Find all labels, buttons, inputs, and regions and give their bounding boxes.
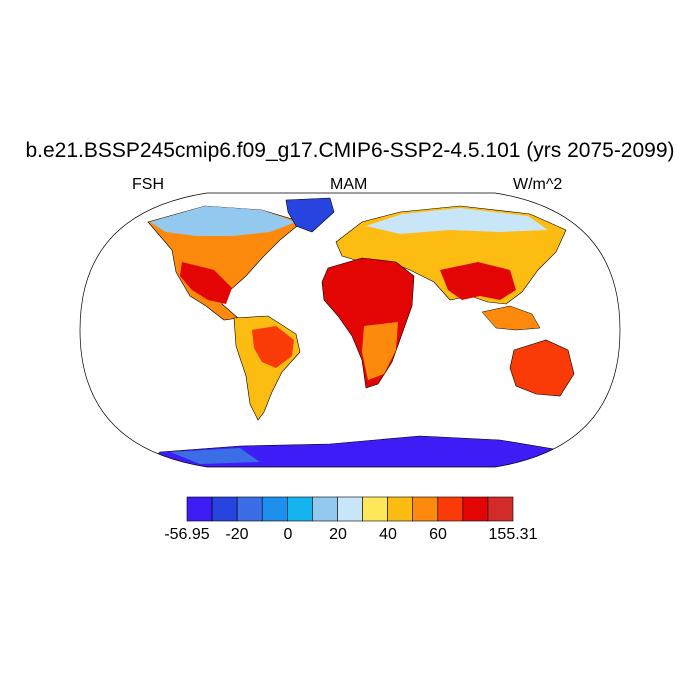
colorbar-tick-label: 0 [283, 526, 293, 543]
colorbar-swatch [236, 496, 263, 522]
plot-title: b.e21.BSSP245cmip6.f09_g17.CMIP6-SSP2-4.… [25, 139, 675, 162]
colorbar-swatch [287, 496, 313, 522]
north-america-hot [180, 262, 232, 304]
indonesia [481, 305, 541, 331]
colorbar-tick-label: 40 [379, 526, 397, 543]
south-asia-hot [440, 262, 516, 300]
colorbar-tick-label: 20 [329, 526, 347, 543]
greenland [285, 197, 335, 233]
colorbar-tick-label: -20 [225, 526, 249, 543]
colorbar-swatch [337, 496, 363, 522]
variable-label: FSH [132, 176, 164, 193]
colorbar-tick-label: 60 [429, 526, 447, 543]
australia [509, 339, 575, 397]
south-america-hot [252, 326, 294, 368]
north-america-cold [150, 206, 296, 236]
eurasia-cold [366, 208, 548, 234]
antarctica-coast [170, 448, 260, 464]
colorbar-swatch [312, 496, 338, 522]
colorbar-swatch [387, 496, 413, 522]
colorbar-swatch [261, 496, 288, 522]
colorbar-swatch [211, 496, 238, 522]
colorbar-tick-label: 155.31 [488, 526, 538, 543]
africa-south [362, 322, 398, 380]
colorbar-swatch [462, 496, 489, 522]
units-label: W/m^2 [513, 176, 563, 193]
map-outline [79, 192, 621, 468]
colorbar-swatch [487, 496, 514, 522]
colorbar-swatch [186, 496, 213, 522]
colorbar-swatch [437, 496, 464, 522]
colorbar [186, 496, 514, 522]
season-label: MAM [330, 176, 368, 193]
colorbar-swatch [412, 496, 439, 522]
colorbar-swatch [362, 496, 388, 522]
colorbar-tick-label: -56.95 [164, 526, 210, 543]
